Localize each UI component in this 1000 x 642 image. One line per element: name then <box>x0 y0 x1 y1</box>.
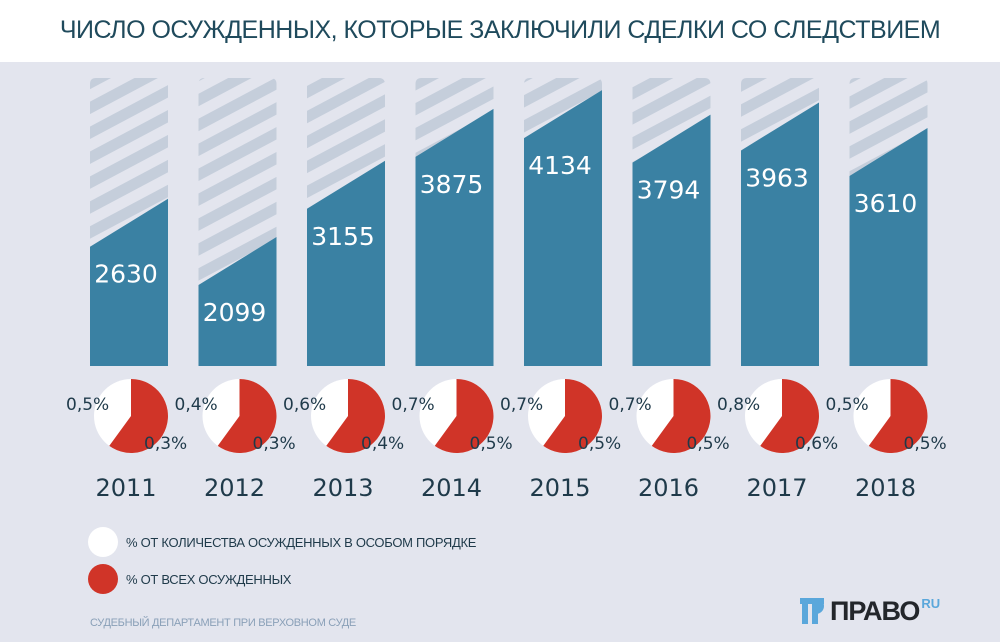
year-tick-label: 2017 <box>746 474 807 502</box>
pie-white-label: 0,5% <box>826 395 869 415</box>
pie-white-label: 0,4% <box>175 395 218 415</box>
pie-red-label: 0,5% <box>904 434 947 454</box>
bar-value-label: 2099 <box>203 298 267 327</box>
pie-red-label: 0,5% <box>687 434 730 454</box>
pie-red-label: 0,6% <box>795 434 838 454</box>
pie-red-slice-2011 <box>109 379 169 453</box>
pie-white-label: 0,8% <box>717 395 760 415</box>
year-tick-label: 2018 <box>855 474 916 502</box>
pie-red-slice-2016 <box>651 379 711 453</box>
bar-value-label: 3963 <box>745 163 809 192</box>
year-tick-label: 2016 <box>638 474 699 502</box>
bar-value-label: 2630 <box>94 260 158 289</box>
legend-item-special-order: % ОТ КОЛИЧЕСТВА ОСУЖДЕННЫХ В ОСОБОМ ПОРЯ… <box>88 527 476 557</box>
pie-white-label: 0,5% <box>66 395 109 415</box>
bar-2014 <box>415 108 494 366</box>
legend-label: % ОТ КОЛИЧЕСТВА ОСУЖДЕННЫХ В ОСОБОМ ПОРЯ… <box>126 534 477 550</box>
pravo-logo-icon <box>800 598 824 624</box>
bar-value-label: 3155 <box>311 222 375 251</box>
bar-value-label: 3610 <box>854 189 918 218</box>
legend-red-dot-icon <box>88 564 118 594</box>
bar-2012 <box>198 237 277 366</box>
pie-red-label: 0,5% <box>470 434 513 454</box>
pie-red-label: 0,3% <box>253 434 296 454</box>
pie-white-label: 0,7% <box>609 395 652 415</box>
pie-white-label: 0,7% <box>500 395 543 415</box>
title-band <box>0 0 1000 62</box>
pravo-ru-logo: ПРАВО RU <box>800 596 940 627</box>
year-tick-label: 2015 <box>529 474 590 502</box>
bar-value-label: 4134 <box>528 151 592 180</box>
legend-item-all-convicted: % ОТ ВСЕХ ОСУЖДЕННЫХ <box>88 564 291 594</box>
pie-red-label: 0,5% <box>578 434 621 454</box>
bar-2017 <box>741 102 819 366</box>
bar-2016 <box>632 114 711 366</box>
pie-red-slice-2013 <box>326 379 385 453</box>
chart-title: ЧИСЛО ОСУЖДЕННЫХ, КОТОРЫЕ ЗАКЛЮЧИЛИ СДЕЛ… <box>59 16 941 44</box>
pie-red-label: 0,3% <box>144 434 187 454</box>
year-tick-label: 2014 <box>421 474 482 502</box>
bar-2015 <box>524 90 602 367</box>
logo-text: ПРАВО <box>830 596 920 626</box>
pie-red-slice-2014 <box>434 379 494 453</box>
pie-white-label: 0,7% <box>392 395 435 415</box>
pie-red-slice-2015 <box>543 379 602 453</box>
pie-red-slice-2018 <box>868 379 928 453</box>
bar-2013 <box>307 160 385 366</box>
year-tick-label: 2013 <box>312 474 373 502</box>
logo-suffix: RU <box>921 596 941 611</box>
bar-chart: 2630 0,5% 0,3% 2011 2099 0,4% 0,3% 2012 3155 0,6%… <box>66 78 947 502</box>
pie-red-slice-2017 <box>760 379 819 453</box>
bar-value-label: 3794 <box>637 176 701 205</box>
bar-value-label: 3875 <box>420 170 484 199</box>
bar-2018 <box>849 127 928 366</box>
pie-red-slice-2012 <box>217 379 277 453</box>
pie-white-label: 0,6% <box>283 395 326 415</box>
source-note: СУДЕБНЫЙ ДЕПАРТАМЕНТ ПРИ ВЕРХОВНОМ СУДЕ <box>90 617 356 629</box>
bar-2011 <box>90 198 168 366</box>
year-tick-label: 2012 <box>204 474 265 502</box>
pie-red-label: 0,4% <box>361 434 404 454</box>
year-tick-label: 2011 <box>95 474 156 502</box>
legend-label: % ОТ ВСЕХ ОСУЖДЕННЫХ <box>126 571 292 587</box>
legend-white-dot-icon <box>88 527 118 557</box>
